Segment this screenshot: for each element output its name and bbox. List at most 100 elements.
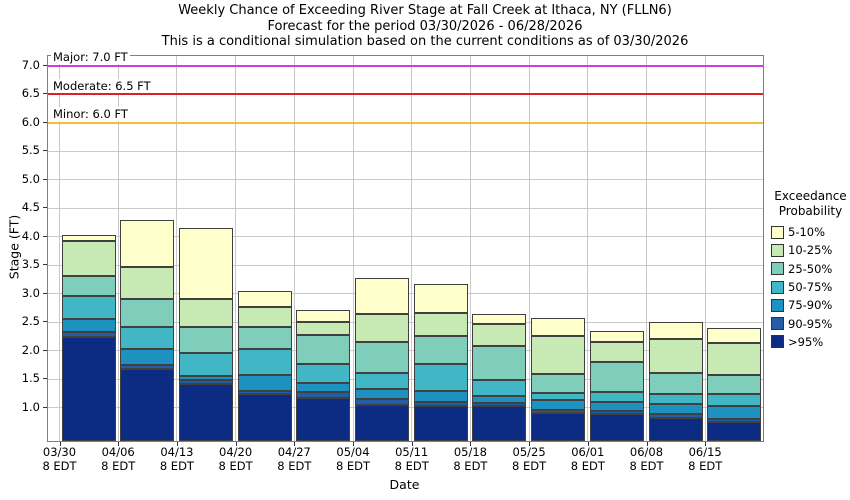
bar-segment-25-50% bbox=[413, 336, 468, 364]
y-tick-label: 1.5 bbox=[21, 371, 40, 386]
bar-segment-5-10% bbox=[413, 283, 468, 313]
y-tick-label: 3.5 bbox=[21, 257, 40, 272]
gridline-v bbox=[646, 56, 647, 441]
bar-segment-50-75% bbox=[61, 296, 116, 319]
y-tick-label: 6.5 bbox=[21, 86, 40, 101]
bar-segment-90-95% bbox=[355, 399, 409, 406]
bar-segment-10-25% bbox=[296, 322, 351, 335]
x-tick-date: 05/25 bbox=[512, 445, 546, 459]
x-tick-mark bbox=[529, 442, 531, 446]
bar-segment->95% bbox=[296, 397, 351, 441]
x-tick-time: 8 EDT bbox=[335, 458, 371, 473]
gridline-v bbox=[528, 56, 530, 441]
y-tick-mark bbox=[43, 207, 47, 209]
bar-segment-5-10% bbox=[120, 219, 175, 268]
y-tick-mark bbox=[43, 349, 47, 351]
gridline-v bbox=[293, 56, 295, 441]
legend-items: 5-10% 10-25% 25-50% 50-75% 75-90% 90-95% >95% bbox=[771, 223, 850, 351]
bar-segment-90-95% bbox=[120, 365, 175, 370]
bar-segment-90-95% bbox=[648, 414, 703, 418]
bar-segment-90-95% bbox=[472, 402, 527, 407]
gridline-v bbox=[411, 56, 413, 441]
bar-segment-75-90% bbox=[296, 383, 351, 392]
bar-segment-10-25% bbox=[120, 267, 175, 299]
bar-segment->95% bbox=[355, 405, 409, 441]
legend-item: 75-90% bbox=[771, 296, 850, 314]
y-tick-mark bbox=[43, 64, 47, 66]
bar-segment-25-50% bbox=[589, 361, 644, 392]
bar-segment-50-75% bbox=[296, 364, 351, 384]
bar-segment-25-50% bbox=[296, 334, 351, 364]
x-tick-date: 05/11 bbox=[395, 445, 429, 459]
flood-threshold-label: Minor: 6.0 FT bbox=[51, 107, 130, 122]
x-tick-label: 05/18 8 EDT bbox=[439, 445, 501, 473]
chart-title-line3: This is a conditional simulation based o… bbox=[161, 34, 689, 49]
bar-segment-25-50% bbox=[237, 326, 292, 349]
gridline-v bbox=[59, 56, 60, 441]
gridline-v bbox=[469, 56, 471, 441]
x-tick-time: 8 EDT bbox=[218, 458, 253, 473]
gridline-h bbox=[48, 264, 763, 266]
x-tick-mark bbox=[646, 442, 648, 446]
bar-segment-75-90% bbox=[355, 388, 409, 400]
legend-item-label: 75-90% bbox=[788, 298, 833, 313]
x-tick-mark bbox=[59, 442, 61, 446]
x-tick-mark bbox=[235, 442, 237, 446]
x-tick-mark bbox=[294, 442, 296, 446]
bar-segment-5-10% bbox=[178, 228, 233, 299]
x-tick-time: 8 EDT bbox=[570, 458, 605, 473]
x-tick-label: 06/08 8 EDT bbox=[616, 445, 678, 473]
x-tick-date: 06/01 bbox=[571, 445, 605, 459]
x-tick-time: 8 EDT bbox=[629, 458, 664, 473]
legend-item: 90-95% bbox=[771, 314, 850, 332]
y-tick-mark bbox=[43, 378, 47, 380]
x-tick-mark bbox=[118, 442, 120, 446]
bar-segment-90-95% bbox=[61, 332, 116, 337]
bar-segment-50-75% bbox=[589, 391, 644, 402]
bar-segment-10-25% bbox=[648, 338, 703, 374]
flood-threshold-line bbox=[48, 64, 763, 67]
gridline-v bbox=[117, 56, 119, 441]
y-tick-mark bbox=[43, 406, 47, 408]
flood-threshold-label: Major: 7.0 FT bbox=[51, 50, 130, 65]
x-tick-label: 04/13 8 EDT bbox=[146, 445, 208, 473]
gridline-v bbox=[352, 56, 354, 441]
bar-segment-25-50% bbox=[355, 342, 409, 374]
legend-swatch bbox=[771, 335, 784, 349]
y-tick-mark bbox=[43, 264, 47, 266]
x-tick-label: 05/25 8 EDT bbox=[498, 445, 560, 473]
bar-segment-5-10% bbox=[355, 277, 409, 315]
chart-title: Weekly Chance of Exceeding River Stage a… bbox=[0, 3, 850, 50]
y-tick-mark bbox=[43, 292, 47, 294]
bar-segment-5-10% bbox=[531, 317, 586, 337]
legend-item: 25-50% bbox=[771, 260, 850, 278]
legend-swatch bbox=[771, 280, 784, 294]
bar-segment-90-95% bbox=[531, 409, 586, 414]
gridline-v bbox=[704, 56, 706, 441]
bar-segment-50-75% bbox=[648, 393, 703, 405]
bar-segment->95% bbox=[472, 406, 527, 441]
legend-title-line2: Probability bbox=[778, 203, 843, 218]
y-tick-label: 2.0 bbox=[21, 342, 40, 357]
legend-item-label: 50-75% bbox=[788, 280, 833, 295]
x-tick-date: 06/08 bbox=[629, 445, 664, 459]
legend-title: Exceedance Probability bbox=[771, 189, 850, 218]
bar-segment-10-25% bbox=[531, 336, 586, 375]
bar-segment-5-10% bbox=[648, 322, 703, 339]
legend-swatch bbox=[771, 225, 784, 239]
legend-item: 5-10% bbox=[771, 223, 850, 241]
x-tick-time: 8 EDT bbox=[394, 458, 429, 473]
legend-item: 10-25% bbox=[771, 241, 850, 259]
bar-segment-25-50% bbox=[707, 374, 762, 395]
bar-segment-10-25% bbox=[237, 306, 292, 327]
gridline-v bbox=[587, 56, 589, 441]
x-tick-date: 04/20 bbox=[219, 445, 253, 459]
gridline-h bbox=[48, 150, 763, 152]
legend-item-label: >95% bbox=[788, 334, 824, 349]
bar-segment-5-10% bbox=[61, 235, 116, 241]
y-tick-mark bbox=[43, 235, 47, 237]
bar-segment-50-75% bbox=[355, 373, 409, 389]
bar-segment-10-25% bbox=[355, 314, 409, 343]
bar-segment-90-95% bbox=[237, 390, 292, 395]
